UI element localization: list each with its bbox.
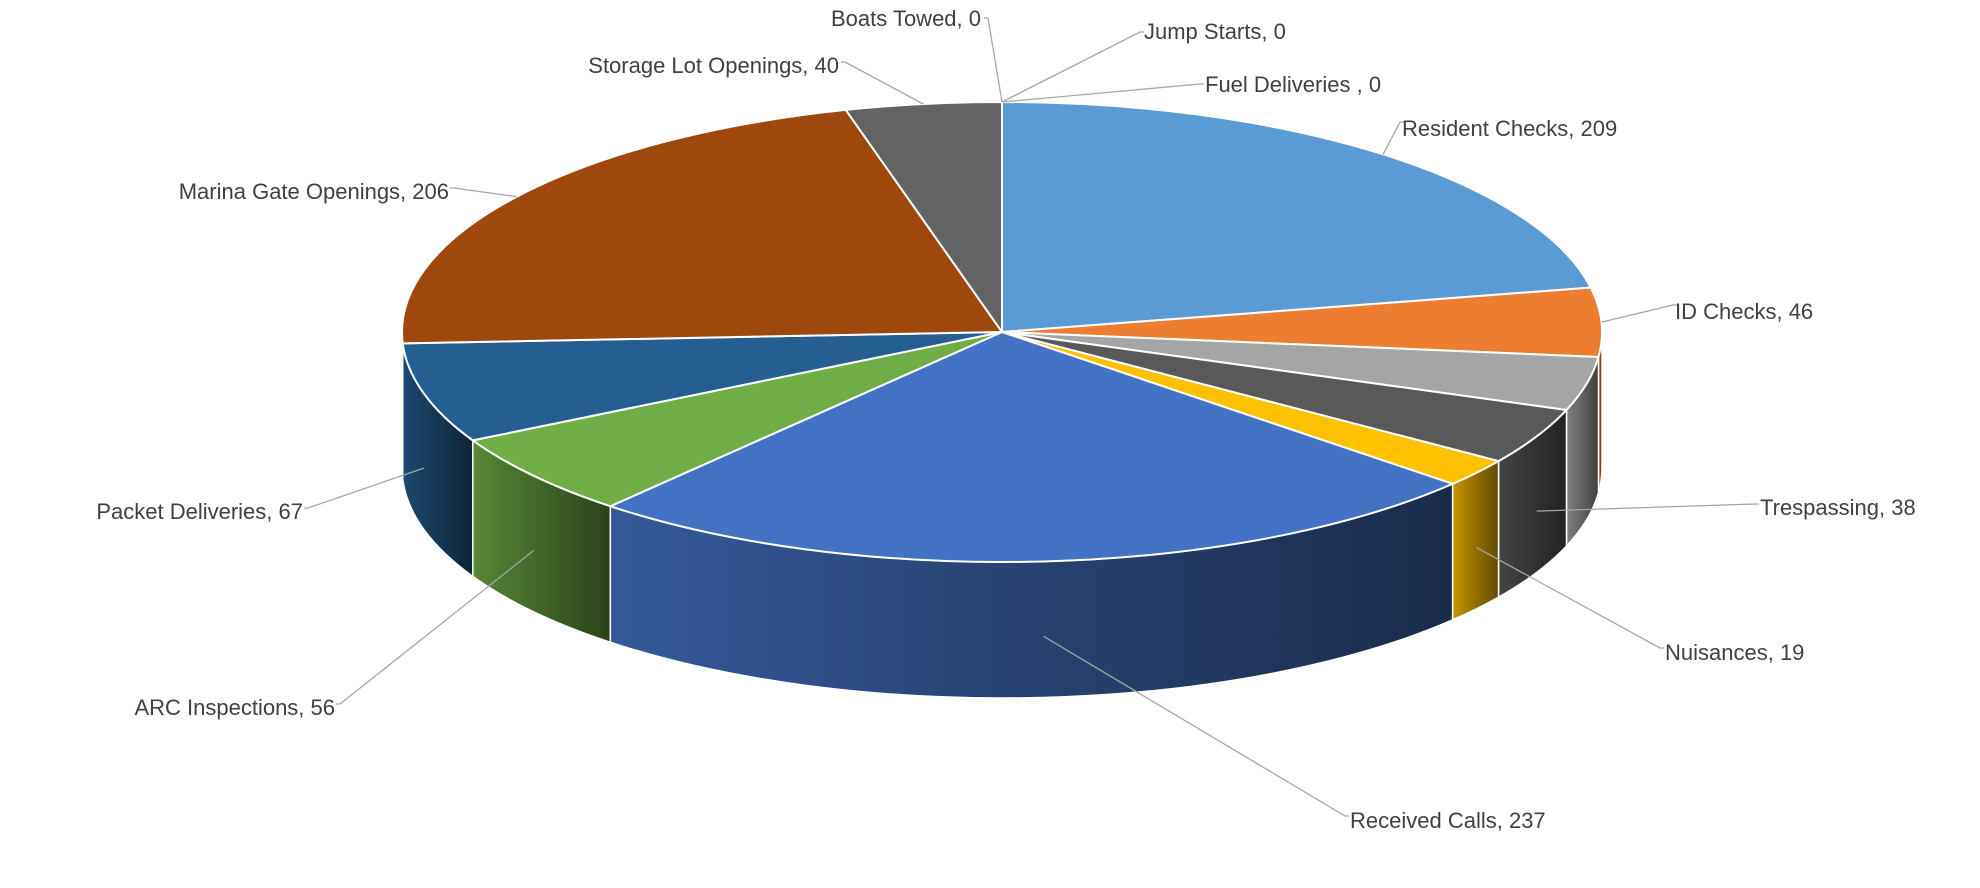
data-label-fuel-deliveries: Fuel Deliveries , 0 [1205,72,1381,97]
pie-top-faces [401,101,1603,563]
data-label-resident-checks: Resident Checks, 209 [1402,116,1617,141]
pie-slice-arc-inspections [471,331,1003,508]
pie-slice-id-checks [1001,286,1603,358]
data-label-arc-inspections: ARC Inspections, 56 [134,695,335,720]
pie-slice-marina-gate-openings [401,108,1003,345]
data-label-boats-towed: Boats Towed, 0 [831,6,981,31]
pie-slice-received-calls [609,331,1454,563]
data-label-id-checks: ID Checks, 46 [1675,299,1813,324]
leader-lines [304,17,1759,817]
leader-line-packet-deliveries [304,467,424,509]
leader-line-jump-starts [1001,31,1144,103]
leader-line-trespassing [1536,503,1759,512]
leader-line-resident-checks [1382,121,1404,155]
data-label-jump-starts: Jump Starts, 0 [1144,19,1286,44]
data-label-storage-lot-openings: Storage Lot Openings, 40 [588,53,839,78]
leader-line-id-checks [1601,304,1677,323]
leader-line-received-calls [1043,635,1349,817]
data-labels: Resident Checks, 209 ID Checks, 46 Trespas… [96,6,1915,833]
pie-side-walls [401,331,1603,699]
pie-slice-packet-deliveries [401,331,1003,442]
leader-line-marina-gate-openings [450,187,517,198]
leader-line-storage-lot-openings [841,61,924,105]
data-label-received-calls: Received Calls, 237 [1350,808,1546,833]
leader-line-nuisances [1476,546,1664,649]
leader-line-fuel-deliveries [1001,83,1204,103]
leader-line-arc-inspections [336,550,535,705]
data-label-marina-gate-openings: Marina Gate Openings, 206 [179,179,449,204]
data-label-packet-deliveries: Packet Deliveries, 67 [96,499,303,524]
pie-slice-resident-checks [1001,101,1592,333]
leader-line-boats-towed [984,17,1003,103]
data-label-trespassing: Trespassing, 38 [1760,495,1916,520]
side-wall-marina-gate-openings [401,331,404,481]
side-wall-nuisances [1451,460,1500,621]
data-label-nuisances: Nuisances, 19 [1665,640,1804,665]
